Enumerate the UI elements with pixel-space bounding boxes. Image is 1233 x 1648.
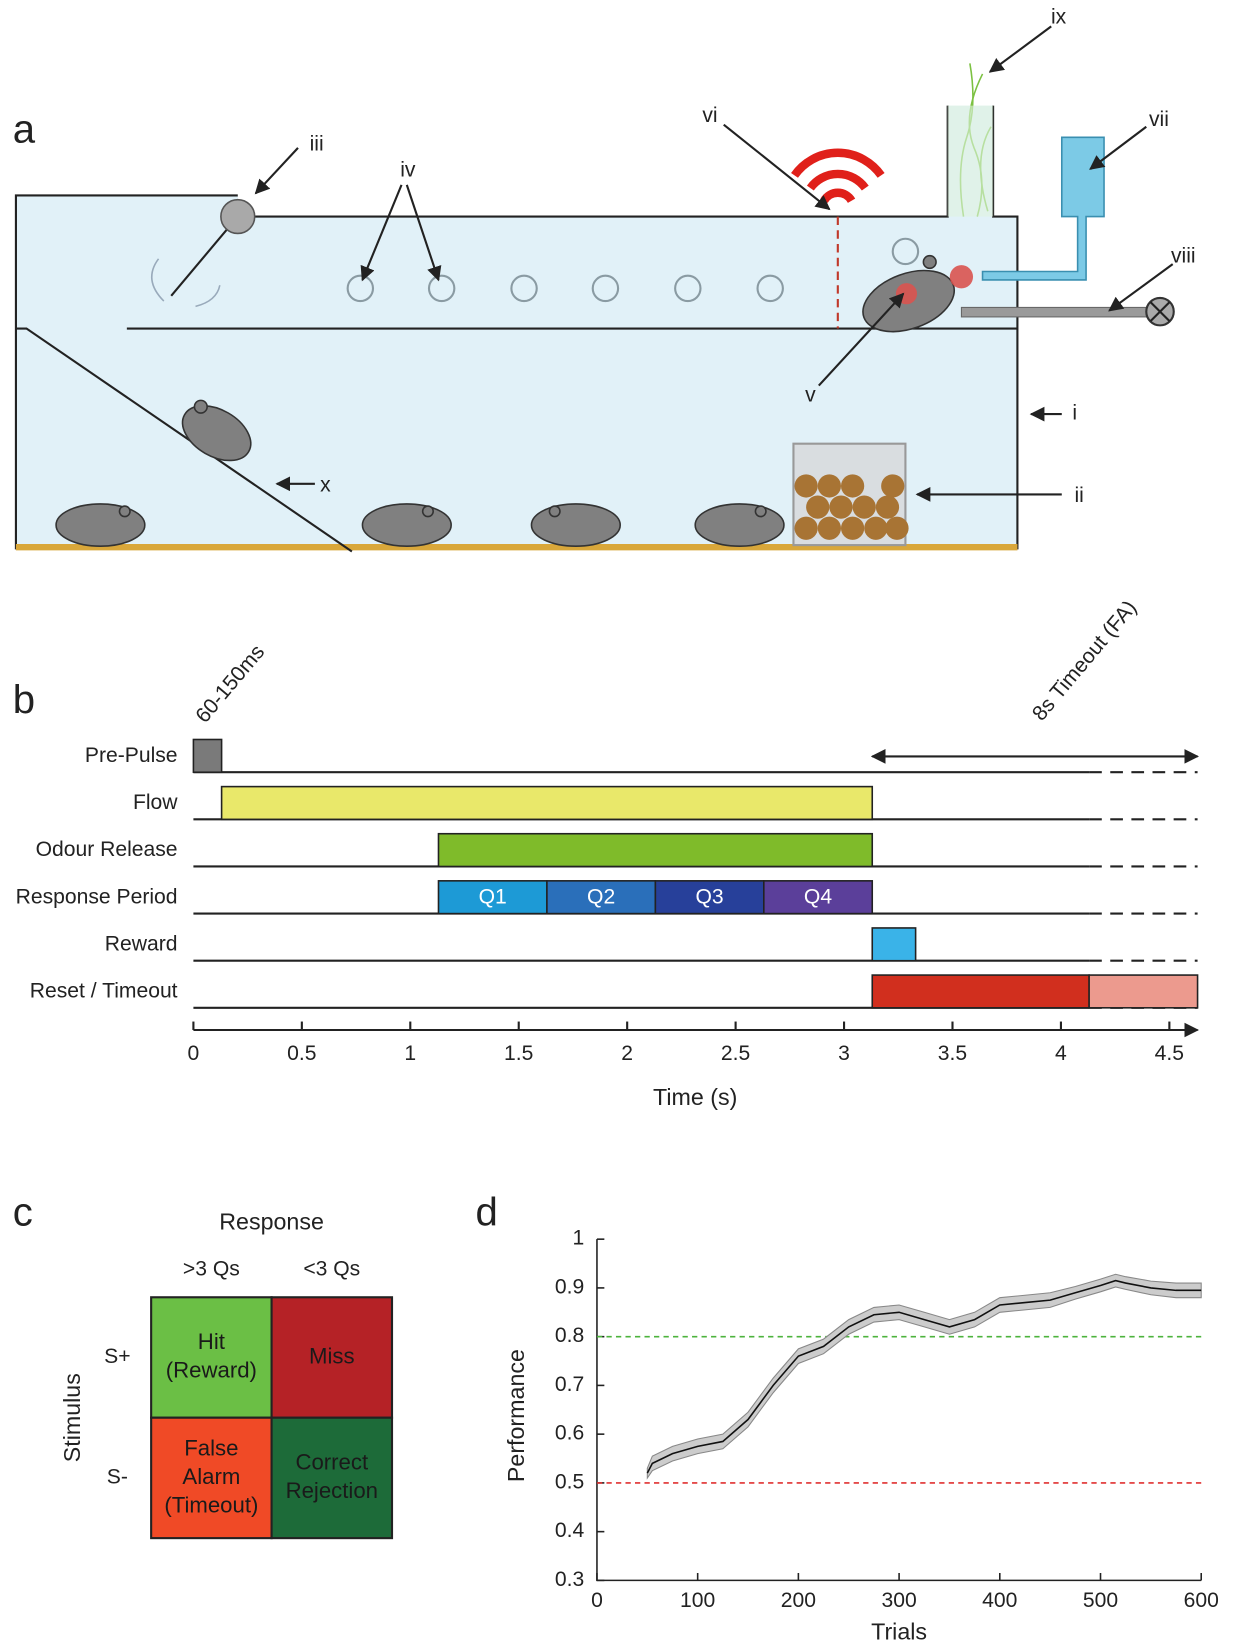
x-tick-label: 100	[680, 1589, 715, 1612]
x-tick-label: 1	[404, 1042, 416, 1065]
x-tick-label: 2	[621, 1042, 633, 1065]
row-label: Reset / Timeout	[30, 980, 178, 1003]
axes	[597, 1239, 1201, 1580]
annotation: 8s Timeout (FA)	[1028, 596, 1141, 725]
cell-text: Rejection	[286, 1478, 378, 1503]
annotation: vi	[702, 104, 717, 127]
segment-label: Q4	[804, 885, 832, 908]
row-label: Response Period	[16, 885, 178, 908]
annotation: viii	[1171, 244, 1196, 267]
x-tick-label: 0	[591, 1589, 603, 1612]
annotation: x	[320, 474, 331, 497]
cell-text: Miss	[309, 1343, 355, 1368]
x-tick-label: 0.5	[287, 1042, 316, 1065]
y-tick-label: 0.4	[555, 1519, 585, 1542]
segment	[438, 834, 872, 867]
x-tick-label: 300	[881, 1589, 916, 1612]
x-axis-label: Time (s)	[653, 1084, 737, 1110]
cell-text: False	[184, 1435, 238, 1460]
x-tick-label: 2.5	[721, 1042, 750, 1065]
row-title: Stimulus	[59, 1373, 85, 1462]
annotation: vii	[1149, 108, 1169, 131]
y-axis-label: Performance	[503, 1349, 529, 1482]
y-tick-label: 0.9	[555, 1275, 584, 1298]
y-tick-label: 0.3	[555, 1568, 584, 1591]
cell-text: Alarm	[182, 1464, 240, 1489]
x-tick-label: 400	[982, 1589, 1017, 1612]
panel-label: a	[13, 107, 36, 152]
figure: a i ii iii iv v vi vii viii ix x b c d (…	[0, 0, 1233, 1648]
annotation: 60-150ms	[191, 641, 269, 728]
segment-label: Q2	[587, 885, 615, 908]
column-header: >3 Qs	[183, 1257, 240, 1280]
table-title: Response	[219, 1208, 324, 1234]
x-tick-label: 3.5	[938, 1042, 967, 1065]
annotation: iii	[310, 132, 324, 155]
row-label: Reward	[105, 932, 178, 955]
segment-label: Q1	[479, 885, 507, 908]
y-tick-label: 0.6	[555, 1422, 584, 1445]
x-tick-label: 4.5	[1155, 1042, 1184, 1065]
x-tick-label: 600	[1184, 1589, 1219, 1612]
row-header: S+	[104, 1345, 130, 1368]
segment	[872, 975, 1089, 1008]
x-axis-label: Trials	[871, 1618, 927, 1644]
x-tick-label: 1.5	[504, 1042, 533, 1065]
segment-label: Q3	[695, 885, 723, 908]
performance-line	[647, 1281, 1201, 1474]
x-tick-label: 200	[781, 1589, 816, 1612]
y-tick-label: 0.7	[555, 1373, 584, 1396]
cell-text: Hit	[198, 1329, 225, 1354]
annotation: v	[805, 384, 816, 407]
row-label: Odour Release	[36, 838, 178, 861]
row-header: S-	[107, 1465, 128, 1488]
x-tick-label: 3	[838, 1042, 850, 1065]
segment	[193, 739, 221, 772]
annotation: ix	[1051, 6, 1067, 29]
cell-text: (Reward)	[166, 1358, 257, 1383]
cage-diagram	[16, 26, 1174, 551]
cell-text: Correct	[295, 1450, 368, 1475]
column-header: <3 Qs	[303, 1257, 360, 1280]
confidence-band	[647, 1274, 1201, 1478]
panel-label: d	[475, 1189, 497, 1234]
segment	[222, 787, 873, 820]
cell-text: (Timeout)	[164, 1492, 258, 1517]
annotation: i	[1072, 402, 1077, 425]
panel-label: b	[13, 677, 35, 722]
x-tick-label: 4	[1055, 1042, 1067, 1065]
x-tick-label: 500	[1083, 1589, 1118, 1612]
y-tick-label: 0.5	[555, 1470, 584, 1493]
y-tick-label: 1	[573, 1227, 585, 1250]
x-tick-label: 0	[188, 1042, 200, 1065]
segment	[872, 928, 915, 961]
annotation: ii	[1074, 484, 1083, 507]
annotation: iv	[400, 159, 416, 182]
panel-label: c	[13, 1189, 33, 1234]
row-label: Flow	[133, 791, 178, 814]
y-tick-label: 0.8	[555, 1324, 584, 1347]
segment	[1089, 975, 1197, 1008]
row-label: Pre-Pulse	[85, 744, 178, 767]
